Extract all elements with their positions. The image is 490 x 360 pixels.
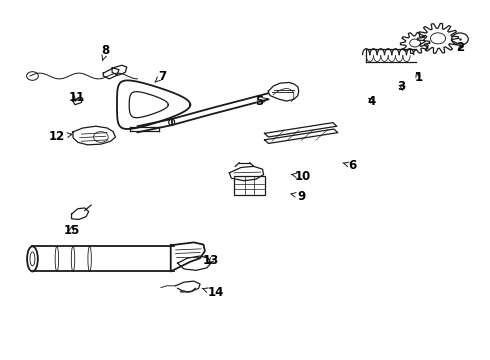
Text: 8: 8 [101, 44, 110, 60]
Text: 6: 6 [343, 159, 357, 172]
Text: 2: 2 [456, 41, 464, 54]
Text: 15: 15 [63, 224, 80, 237]
Text: 7: 7 [155, 69, 166, 82]
Text: 5: 5 [255, 95, 268, 108]
Text: 13: 13 [203, 254, 219, 267]
Text: 9: 9 [291, 190, 305, 203]
Text: 1: 1 [415, 71, 422, 84]
Text: 11: 11 [68, 91, 85, 104]
Text: 14: 14 [202, 287, 224, 300]
Text: 4: 4 [368, 95, 376, 108]
Text: 10: 10 [292, 170, 311, 183]
Text: 3: 3 [397, 80, 405, 93]
Text: 12: 12 [49, 130, 72, 144]
